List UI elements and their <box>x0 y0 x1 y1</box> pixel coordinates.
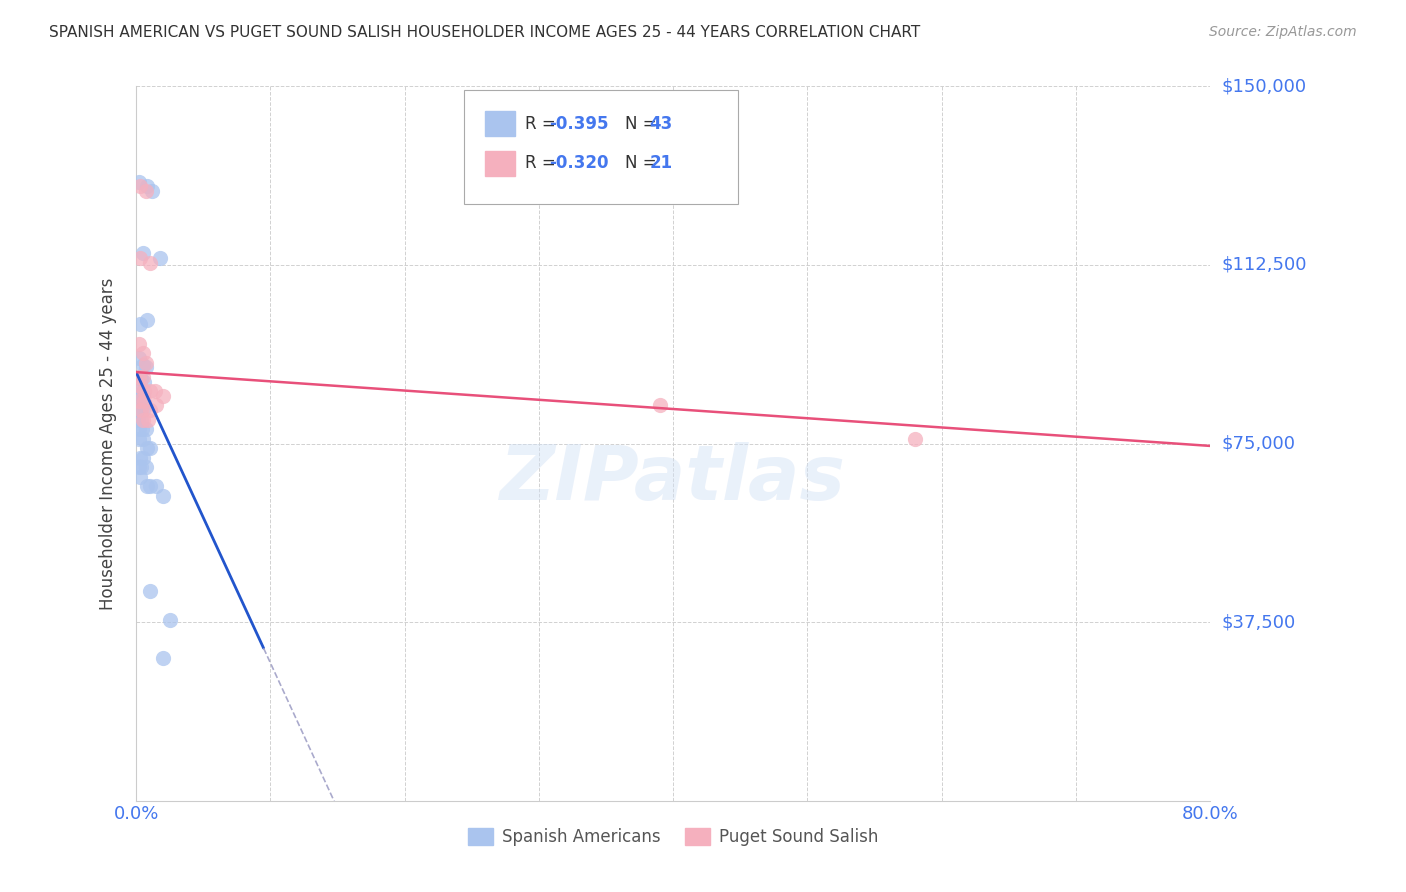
FancyBboxPatch shape <box>464 90 738 204</box>
Point <box>134 184 156 198</box>
Point <box>132 346 155 360</box>
Point <box>135 442 157 456</box>
Point <box>132 403 155 417</box>
Point <box>128 393 150 408</box>
Point <box>136 413 159 427</box>
Point <box>138 442 160 456</box>
Text: 21: 21 <box>650 153 672 172</box>
Text: $150,000: $150,000 <box>1222 78 1306 95</box>
Text: $112,500: $112,500 <box>1222 256 1306 274</box>
Point <box>134 460 156 475</box>
Point <box>134 375 156 389</box>
Point <box>138 479 160 493</box>
Point <box>128 336 150 351</box>
Point <box>138 255 160 269</box>
Point <box>138 584 160 599</box>
Point <box>127 403 149 417</box>
Point <box>128 175 150 189</box>
Point <box>129 386 152 401</box>
Point <box>904 432 927 446</box>
Point <box>138 384 160 399</box>
Point <box>152 650 174 665</box>
Point <box>159 613 181 627</box>
Point <box>127 384 149 399</box>
Point <box>128 460 150 475</box>
Point <box>134 396 156 410</box>
Point <box>648 399 671 413</box>
Point <box>131 460 153 475</box>
Point <box>128 422 150 436</box>
Point <box>132 246 155 260</box>
Point <box>152 389 174 403</box>
Point <box>129 179 152 194</box>
Text: SPANISH AMERICAN VS PUGET SOUND SALISH HOUSEHOLDER INCOME AGES 25 - 44 YEARS COR: SPANISH AMERICAN VS PUGET SOUND SALISH H… <box>49 25 921 40</box>
Point <box>134 422 156 436</box>
Point <box>128 351 150 365</box>
Point <box>132 413 155 427</box>
Text: $37,500: $37,500 <box>1222 613 1295 631</box>
Point <box>145 479 167 493</box>
Point <box>128 370 150 384</box>
Y-axis label: Householder Income Ages 25 - 44 years: Householder Income Ages 25 - 44 years <box>100 277 117 610</box>
Text: -0.320: -0.320 <box>550 153 609 172</box>
Point <box>129 379 152 393</box>
Text: 43: 43 <box>650 114 672 133</box>
Text: R =: R = <box>524 153 561 172</box>
Point <box>129 318 152 332</box>
Point <box>131 413 153 427</box>
Point <box>129 403 152 417</box>
Point <box>128 393 150 408</box>
Text: Source: ZipAtlas.com: Source: ZipAtlas.com <box>1209 25 1357 39</box>
Point <box>132 389 155 403</box>
Point <box>129 251 152 265</box>
Text: N =: N = <box>624 153 662 172</box>
Point <box>145 399 167 413</box>
Point <box>138 403 160 417</box>
Point <box>135 179 157 194</box>
Point <box>131 422 153 436</box>
Point <box>131 403 153 417</box>
Point <box>134 355 156 369</box>
Point <box>132 450 155 465</box>
Point <box>134 360 156 375</box>
Text: $75,000: $75,000 <box>1222 434 1295 452</box>
Point <box>152 489 174 503</box>
Bar <box>485 112 515 136</box>
Legend: Spanish Americans, Puget Sound Salish: Spanish Americans, Puget Sound Salish <box>461 822 884 853</box>
Point <box>143 384 166 399</box>
Point <box>134 384 156 399</box>
Point <box>129 470 152 484</box>
Point <box>132 358 155 372</box>
Point <box>132 370 155 384</box>
Point <box>128 432 150 446</box>
Point <box>149 251 172 265</box>
Point <box>131 372 153 386</box>
Point <box>135 312 157 326</box>
Text: ZIPatlas: ZIPatlas <box>501 442 846 516</box>
Point <box>141 184 163 198</box>
Point <box>135 479 157 493</box>
Point <box>127 413 149 427</box>
Text: N =: N = <box>624 114 662 133</box>
Text: -0.395: -0.395 <box>550 114 609 133</box>
Point <box>134 393 156 408</box>
Point <box>132 432 155 446</box>
Point <box>129 450 152 465</box>
Bar <box>485 151 515 176</box>
Text: R =: R = <box>524 114 561 133</box>
Point <box>128 370 150 384</box>
